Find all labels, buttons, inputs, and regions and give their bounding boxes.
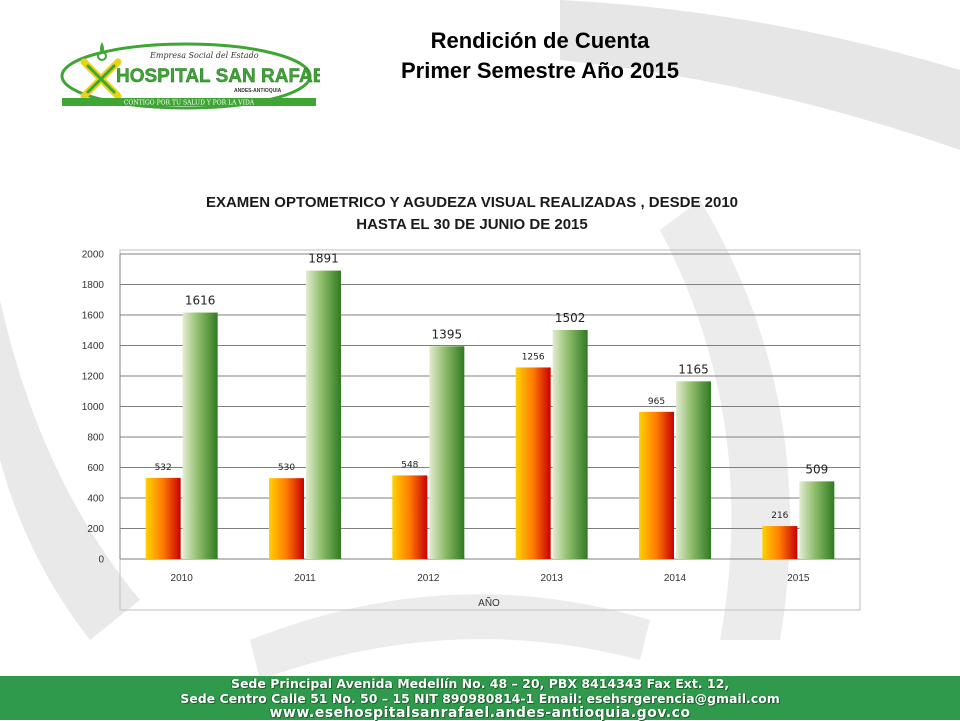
x-axis-label: AÑO [478,596,500,609]
y-tick-label: 200 [87,524,104,535]
footer-contact-bar: Sede Principal Avenida Medellín No. 48 –… [0,676,960,721]
y-tick-label: 400 [87,494,104,505]
y-tick-label: 1800 [82,280,105,291]
bar-series-1 [145,477,181,559]
y-tick-label: 1200 [82,372,105,383]
data-label: 1256 [522,352,545,362]
x-tick-label: 2013 [541,573,564,584]
bar-series-2 [676,381,711,559]
x-tick-label: 2014 [664,573,687,584]
y-tick-label: 1600 [82,311,105,322]
bar-series-2 [429,346,465,559]
logo-location: ANDES-ANTIOQUIA [234,88,282,94]
logo-org-top: Empresa Social del Estado [149,51,259,60]
chart-title-line1: EXAMEN OPTOMETRICO Y AGUDEZA VISUAL REAL… [206,194,738,211]
data-label: 216 [771,511,788,521]
y-tick-label: 2000 [82,250,105,261]
footer-website: www.esehospitalsanrafael.andes-antioquia… [269,705,691,721]
bar-series-2 [306,270,341,559]
bar-series-1 [269,478,304,559]
logo-slogan: CONTIGO POR TU SALUD Y POR LA VIDA [124,100,255,107]
y-tick-label: 1400 [82,341,105,352]
data-label: 1395 [432,327,463,341]
y-tick-label: 600 [87,463,104,474]
footer-line1: Sede Principal Avenida Medellín No. 48 –… [230,676,730,691]
data-label: 1165 [678,362,709,376]
data-label: 548 [401,460,418,470]
logo-name: HOSPITAL SAN RAFAEL [116,66,320,87]
bar-series-2 [552,329,588,559]
chart-title-line2: HASTA EL 30 DE JUNIO DE 2015 [356,216,587,233]
bar-series-1 [639,411,674,559]
data-label: 1616 [185,294,216,308]
data-label: 1502 [555,311,586,325]
y-tick-label: 0 [98,555,104,566]
y-tick-label: 800 [87,433,104,444]
x-tick-label: 2012 [417,573,440,584]
bar-series-2 [799,481,835,559]
x-tick-label: 2010 [171,573,194,584]
hospital-logo: Empresa Social del Estado HOSPITAL SAN R… [60,42,320,110]
data-label: 1891 [308,252,339,266]
data-label: 965 [648,397,665,407]
data-label: 530 [278,463,295,473]
slide-title-line2: Primer Semestre Año 2015 [401,58,679,83]
bar-series-2 [182,312,218,559]
chart-frame [119,249,861,611]
bar-series-1 [392,475,428,559]
y-tick-label: 1000 [82,402,105,413]
slide-title-line1: Rendición de Cuenta [430,28,650,53]
bar-series-1 [515,367,551,559]
x-tick-label: 2015 [787,573,810,584]
data-label: 509 [805,462,828,476]
bar-series-1 [762,526,798,559]
x-tick-label: 2011 [294,573,316,584]
data-label: 532 [155,463,172,473]
footer-line2: Sede Centro Calle 51 No. 50 – 15 NIT 890… [180,691,780,706]
